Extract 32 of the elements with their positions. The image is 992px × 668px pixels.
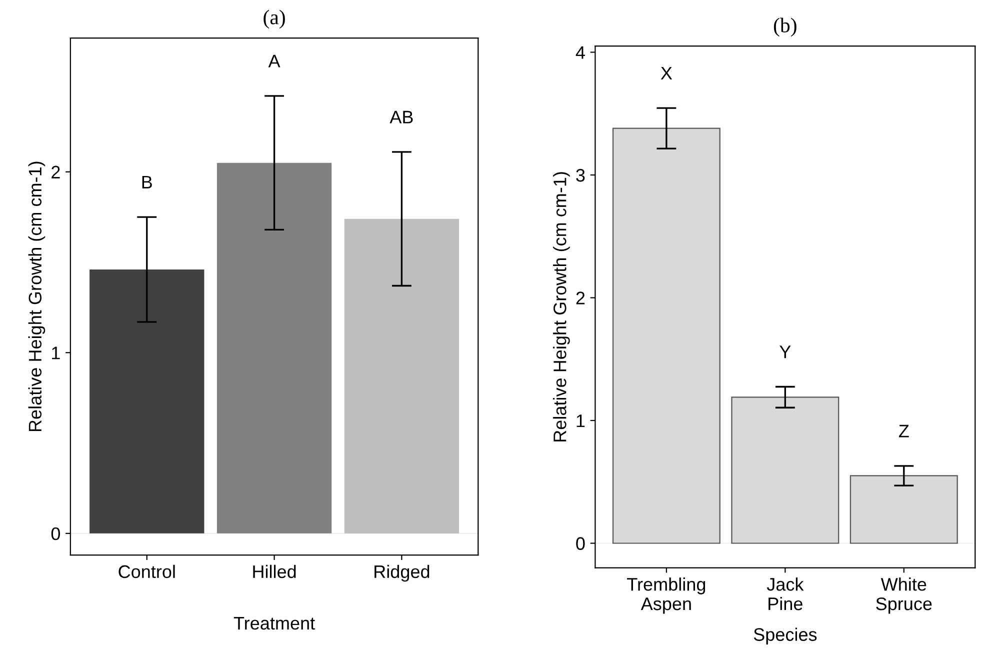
annotation: AB	[390, 110, 413, 124]
y-tick-label: 3	[576, 168, 585, 182]
y-tick-label: 2	[576, 292, 585, 304]
y-tick-label: 2	[52, 166, 60, 178]
y-tick-label: 0	[576, 537, 585, 550]
annotation: A	[268, 54, 280, 68]
y-axis-title: Relative Height Growth (cm cm-1)	[28, 162, 46, 432]
y-axis-title: Relative Height Growth (cm cm-1)	[553, 172, 570, 442]
annotation: Y	[780, 346, 791, 358]
bar	[344, 218, 460, 534]
y-tick-label: 0	[51, 527, 60, 540]
y-tick-label: 1	[576, 414, 585, 428]
x-axis-title: Species	[754, 628, 817, 645]
x-tick-label: Jack Pine	[766, 578, 804, 610]
bar	[731, 396, 840, 544]
y-tick-label: 1	[52, 346, 60, 360]
bar	[612, 128, 720, 544]
x-tick-label: Hilled	[253, 564, 296, 578]
annotation: Z	[898, 424, 909, 438]
chart-title: (a)	[264, 10, 285, 29]
chart-title: (b)	[774, 18, 796, 37]
x-axis-title: Treatment	[234, 617, 315, 630]
x-tick-label: White Spruce	[876, 578, 932, 614]
x-tick-label: Trembling Aspen	[627, 578, 706, 614]
bar	[850, 475, 958, 544]
bar	[90, 269, 204, 534]
x-tick-label: Ridged	[374, 564, 430, 582]
annotation: B	[142, 176, 152, 188]
y-tick-label: 4	[576, 46, 585, 59]
bar	[216, 162, 332, 534]
x-tick-label: Control	[118, 564, 175, 578]
annotation: X	[660, 66, 672, 80]
